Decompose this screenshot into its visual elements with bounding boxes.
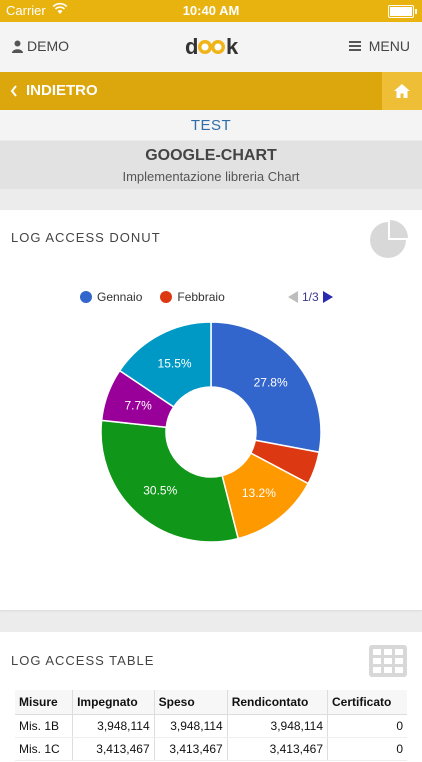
donut-chart: 27.8% 13.2% 30.5% 7.7% 15.5% (100, 321, 322, 543)
table-row: Mis. 1C 3,413,467 3,413,467 3,413,467 0 (15, 737, 407, 761)
back-button[interactable]: INDIETRO (10, 82, 98, 99)
table-cell: 0 (327, 714, 407, 738)
legend-item-gennaio[interactable]: Gennaio (80, 290, 142, 304)
pager-next-icon[interactable] (322, 291, 333, 303)
donut-card-title: LOG ACCESS DONUT (11, 230, 161, 245)
table-card-title: LOG ACCESS TABLE (11, 653, 155, 668)
column-header[interactable]: Impegnato (72, 690, 155, 715)
column-header[interactable]: Misure (15, 690, 74, 715)
status-bar: Carrier 10:40 AM (0, 0, 422, 22)
menu-label: MENU (368, 38, 410, 54)
legend-item-febbraio[interactable]: Febbraio (160, 290, 225, 304)
svg-text:k: k (226, 34, 239, 59)
donut-slice-label: 27.8% (254, 375, 288, 389)
table-cell: 0 (327, 737, 407, 761)
section-label: TEST (0, 110, 422, 140)
user-label: DEMO (27, 38, 69, 54)
home-icon (394, 84, 410, 98)
clock: 10:40 AM (182, 3, 240, 18)
table-cell: Mis. 1C (15, 737, 74, 761)
column-header[interactable]: Rendicontato (227, 690, 329, 715)
table-cell: 3,413,467 (154, 737, 228, 761)
legend-label: Gennaio (97, 290, 143, 304)
chevron-left-icon (10, 84, 17, 97)
battery-icon (388, 5, 417, 18)
page-subtitle: Implementazione libreria Chart (122, 169, 300, 184)
table-cell: 3,948,114 (154, 714, 228, 738)
svg-text:d: d (185, 34, 198, 59)
table-cell: 3,948,114 (227, 714, 329, 738)
wifi-icon (52, 2, 68, 14)
legend-swatch (160, 291, 173, 303)
table-row: Mis. 1B 3,948,114 3,948,114 3,948,114 0 (15, 714, 407, 738)
legend-pager: 1/3 (288, 290, 333, 304)
column-header[interactable]: Speso (154, 690, 228, 715)
user-button[interactable]: DEMO (12, 38, 69, 54)
donut-slice[interactable] (118, 321, 212, 408)
donut-slice-label: 15.5% (158, 357, 192, 371)
table-header-row: Misure Impegnato Speso Rendicontato Cert… (15, 690, 407, 715)
donut-slice-label: 13.2% (242, 486, 276, 500)
legend-label: Febbraio (177, 290, 225, 304)
donut-slice-label: 7.7% (124, 399, 152, 413)
hamburger-icon (348, 41, 361, 51)
dook-logo: d k (185, 34, 239, 59)
nav-bar: INDIETRO (0, 72, 422, 110)
table-cell: 3,413,467 (227, 737, 329, 761)
pager-prev-icon[interactable] (288, 291, 298, 303)
table-cell: 3,413,467 (72, 737, 155, 761)
table-cell: 3,948,114 (72, 714, 155, 738)
column-header[interactable]: Certificato (327, 690, 407, 715)
donut-slice[interactable] (210, 321, 322, 454)
page-title: GOOGLE-CHART (145, 147, 277, 164)
pager-label: 1/3 (302, 290, 319, 304)
menu-button[interactable]: MENU (348, 38, 410, 54)
donut-slice[interactable] (100, 419, 240, 543)
carrier-label: Carrier (6, 3, 46, 18)
donut-slice-label: 30.5% (143, 484, 177, 498)
app-header: DEMO d k MENU (0, 22, 422, 72)
chart-legend: Gennaio Febbraio (80, 290, 225, 304)
data-table: Misure Impegnato Speso Rendicontato Cert… (15, 690, 407, 761)
donut-card: LOG ACCESS DONUT Gennaio Febbraio 1/3 27… (0, 210, 422, 610)
table-card: LOG ACCESS TABLE Misure Impegnato Speso … (0, 632, 422, 762)
page-header: GOOGLE-CHART Implementazione libreria Ch… (0, 141, 422, 189)
pie-chart-icon[interactable] (368, 220, 408, 260)
home-button[interactable] (382, 72, 422, 110)
table-icon[interactable] (368, 644, 408, 678)
back-label: INDIETRO (26, 82, 98, 99)
legend-swatch (80, 291, 92, 303)
data-table-wrapper: Misure Impegnato Speso Rendicontato Cert… (15, 690, 407, 761)
table-cell: Mis. 1B (15, 714, 74, 738)
user-icon (12, 40, 23, 53)
